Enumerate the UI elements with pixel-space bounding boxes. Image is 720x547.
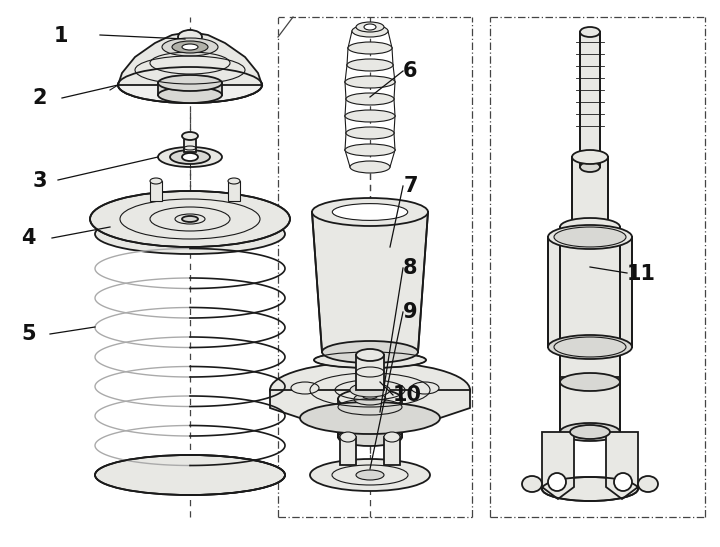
Text: 10: 10 xyxy=(392,385,421,405)
Ellipse shape xyxy=(174,36,206,46)
Bar xyxy=(572,157,608,237)
Ellipse shape xyxy=(338,389,402,409)
Bar xyxy=(356,355,384,390)
Ellipse shape xyxy=(345,110,395,122)
Ellipse shape xyxy=(184,38,196,44)
Ellipse shape xyxy=(522,476,542,492)
Ellipse shape xyxy=(638,476,658,492)
Ellipse shape xyxy=(356,22,384,32)
Polygon shape xyxy=(179,30,200,44)
Ellipse shape xyxy=(356,349,384,361)
Ellipse shape xyxy=(411,382,439,394)
Text: 7: 7 xyxy=(403,176,418,196)
Ellipse shape xyxy=(346,93,394,105)
Text: 6: 6 xyxy=(403,61,418,81)
Ellipse shape xyxy=(333,203,408,220)
Ellipse shape xyxy=(384,432,400,442)
Ellipse shape xyxy=(95,455,285,495)
Text: 1: 1 xyxy=(54,26,68,45)
Ellipse shape xyxy=(228,178,240,184)
Ellipse shape xyxy=(560,218,620,236)
Ellipse shape xyxy=(172,41,208,53)
Ellipse shape xyxy=(346,127,394,139)
Ellipse shape xyxy=(554,337,626,357)
Polygon shape xyxy=(118,32,262,85)
Ellipse shape xyxy=(182,153,198,161)
Ellipse shape xyxy=(170,150,210,164)
Ellipse shape xyxy=(90,191,290,247)
Ellipse shape xyxy=(354,393,386,405)
Ellipse shape xyxy=(548,225,632,249)
Ellipse shape xyxy=(322,341,418,363)
Ellipse shape xyxy=(182,132,198,140)
Bar xyxy=(560,227,620,382)
Ellipse shape xyxy=(158,87,222,103)
Text: 2: 2 xyxy=(32,89,47,108)
Ellipse shape xyxy=(560,373,620,391)
Ellipse shape xyxy=(340,432,356,442)
Ellipse shape xyxy=(345,144,395,156)
Ellipse shape xyxy=(158,75,222,91)
Ellipse shape xyxy=(350,161,390,173)
Bar xyxy=(184,136,196,152)
Bar xyxy=(158,83,222,95)
Ellipse shape xyxy=(291,382,319,394)
Text: 4: 4 xyxy=(22,228,36,248)
Ellipse shape xyxy=(338,428,402,446)
Ellipse shape xyxy=(572,230,608,244)
Ellipse shape xyxy=(362,391,378,399)
Bar xyxy=(580,32,600,167)
Ellipse shape xyxy=(614,473,632,491)
Ellipse shape xyxy=(570,425,610,439)
Ellipse shape xyxy=(300,402,440,434)
Ellipse shape xyxy=(348,42,392,54)
Text: 8: 8 xyxy=(403,258,418,278)
Ellipse shape xyxy=(314,352,426,368)
Ellipse shape xyxy=(548,335,632,359)
Polygon shape xyxy=(542,432,574,499)
Ellipse shape xyxy=(270,362,470,418)
Ellipse shape xyxy=(580,27,600,37)
Ellipse shape xyxy=(350,383,390,397)
Ellipse shape xyxy=(95,214,285,254)
Ellipse shape xyxy=(554,227,626,247)
Text: 11: 11 xyxy=(626,264,655,283)
Bar xyxy=(365,385,375,395)
Polygon shape xyxy=(312,212,428,352)
Polygon shape xyxy=(340,437,356,465)
Ellipse shape xyxy=(542,477,638,501)
Ellipse shape xyxy=(572,150,608,164)
Ellipse shape xyxy=(118,67,262,103)
Polygon shape xyxy=(384,437,400,465)
Bar xyxy=(338,399,402,437)
Ellipse shape xyxy=(352,25,388,37)
Polygon shape xyxy=(606,432,638,499)
Ellipse shape xyxy=(312,198,428,226)
Text: 9: 9 xyxy=(403,302,418,322)
Text: 3: 3 xyxy=(32,171,47,190)
Ellipse shape xyxy=(580,162,600,172)
Ellipse shape xyxy=(347,59,393,71)
Bar xyxy=(560,377,620,432)
Ellipse shape xyxy=(364,24,376,30)
Ellipse shape xyxy=(182,216,198,222)
Ellipse shape xyxy=(178,30,202,44)
Ellipse shape xyxy=(182,44,198,50)
Ellipse shape xyxy=(310,459,430,491)
Bar xyxy=(228,181,240,201)
Ellipse shape xyxy=(162,38,218,56)
Ellipse shape xyxy=(118,67,262,103)
Ellipse shape xyxy=(150,178,162,184)
Text: 5: 5 xyxy=(22,324,36,344)
Ellipse shape xyxy=(548,473,566,491)
Bar xyxy=(548,237,632,347)
Ellipse shape xyxy=(158,147,222,167)
Polygon shape xyxy=(270,390,470,418)
Ellipse shape xyxy=(356,470,384,480)
Ellipse shape xyxy=(560,423,620,441)
Ellipse shape xyxy=(345,76,395,88)
Bar xyxy=(150,181,162,201)
